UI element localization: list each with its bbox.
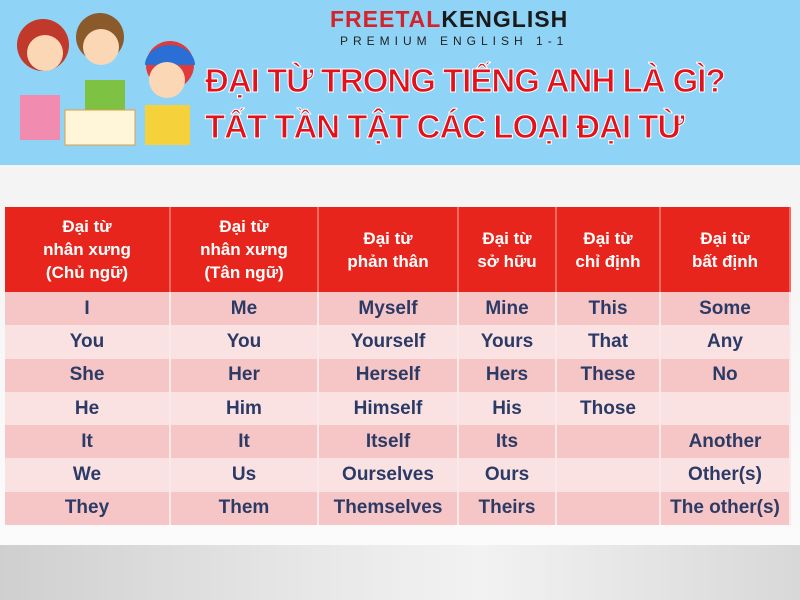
table-cell: Themselves [318, 491, 459, 526]
table-cell: Some [660, 292, 791, 326]
column-header: Đại từ nhân xưng (Tân ngữ) [170, 207, 319, 292]
brand-logo: FREETALKENGLISH [330, 6, 568, 33]
table-cell [556, 458, 661, 492]
table-cell: You [170, 325, 319, 359]
table-cell: We [5, 458, 171, 492]
logo-text-dark: KENGLISH [441, 6, 569, 32]
table-cell: Me [170, 292, 319, 326]
logo-text-red: FREETAL [330, 6, 442, 32]
column-header: Đại từ nhân xưng (Chủ ngữ) [5, 207, 171, 292]
table-row: He Him Himself His Those [5, 391, 791, 426]
pronoun-table: Đại từ nhân xưng (Chủ ngữ) Đại từ nhân xưng(… [5, 207, 791, 526]
kids-illustration [17, 13, 195, 146]
table-cell: Hers [458, 358, 557, 392]
table-cell: Him [170, 391, 319, 426]
table-cell: Those [556, 391, 661, 426]
table-row: She Her Herself Hers These No [5, 358, 791, 392]
table-cell: Other(s) [660, 458, 791, 492]
table-cell: Her [170, 358, 319, 392]
table-cell: Ours [458, 458, 557, 492]
column-header: Đại từ phản thân [318, 207, 459, 292]
table-cell: Another [660, 425, 791, 459]
table-row: We Us Ourselves Ours Other(s) [5, 458, 791, 492]
table-cell: Theirs [458, 491, 557, 526]
table-cell: She [5, 358, 171, 392]
title-line-2: TẤT TẦN TẬT CÁC LOẠI ĐẠI TỪ [205, 108, 686, 146]
table-cell: This [556, 292, 661, 326]
table-cell: Ourselves [318, 458, 459, 492]
table-cell: His [458, 391, 557, 426]
table-cell: Us [170, 458, 319, 492]
table-cell: Herself [318, 358, 459, 392]
table-cell: Yours [458, 325, 557, 359]
table-cell [556, 491, 661, 526]
table-row: They Them Themselves Theirs The other(s) [5, 491, 791, 526]
banner: FREETALKENGLISH PREMIUM ENGLISH 1-1 ĐẠI … [0, 0, 800, 165]
table-cell: Them [170, 491, 319, 526]
table-cell: Any [660, 325, 791, 359]
table-cell [660, 391, 791, 426]
table-cell: It [5, 425, 171, 459]
table-cell: Himself [318, 391, 459, 426]
table-cell: Myself [318, 292, 459, 326]
table-cell: It [170, 425, 319, 459]
title-line-1: ĐẠI TỪ TRONG TIẾNG ANH LÀ GÌ? [205, 62, 727, 100]
column-header: Đại từ chỉ định [556, 207, 661, 292]
table-header-row: Đại từ nhân xưng (Chủ ngữ) Đại từ nhân xưng(… [5, 207, 791, 292]
table-cell: The other(s) [660, 491, 791, 526]
table-cell: They [5, 491, 171, 526]
tagline: PREMIUM ENGLISH 1-1 [340, 34, 569, 48]
table-row: It It Itself Its Another [5, 425, 791, 459]
column-header: Đại từ bất định [660, 207, 791, 292]
table-cell: These [556, 358, 661, 392]
table-cell: Mine [458, 292, 557, 326]
table-cell: Itself [318, 425, 459, 459]
table-cell [556, 425, 661, 459]
table-cell: He [5, 391, 171, 426]
table-row: You You Yourself Yours That Any [5, 325, 791, 359]
table-cell: Its [458, 425, 557, 459]
table-cell: No [660, 358, 791, 392]
table-cell: You [5, 325, 171, 359]
table-cell: Yourself [318, 325, 459, 359]
table-cell: I [5, 292, 171, 326]
table-cell: That [556, 325, 661, 359]
table-row: I Me Myself Mine This Some [5, 292, 791, 326]
bottom-background [0, 545, 800, 600]
column-header: Đại từ sở hữu [458, 207, 557, 292]
